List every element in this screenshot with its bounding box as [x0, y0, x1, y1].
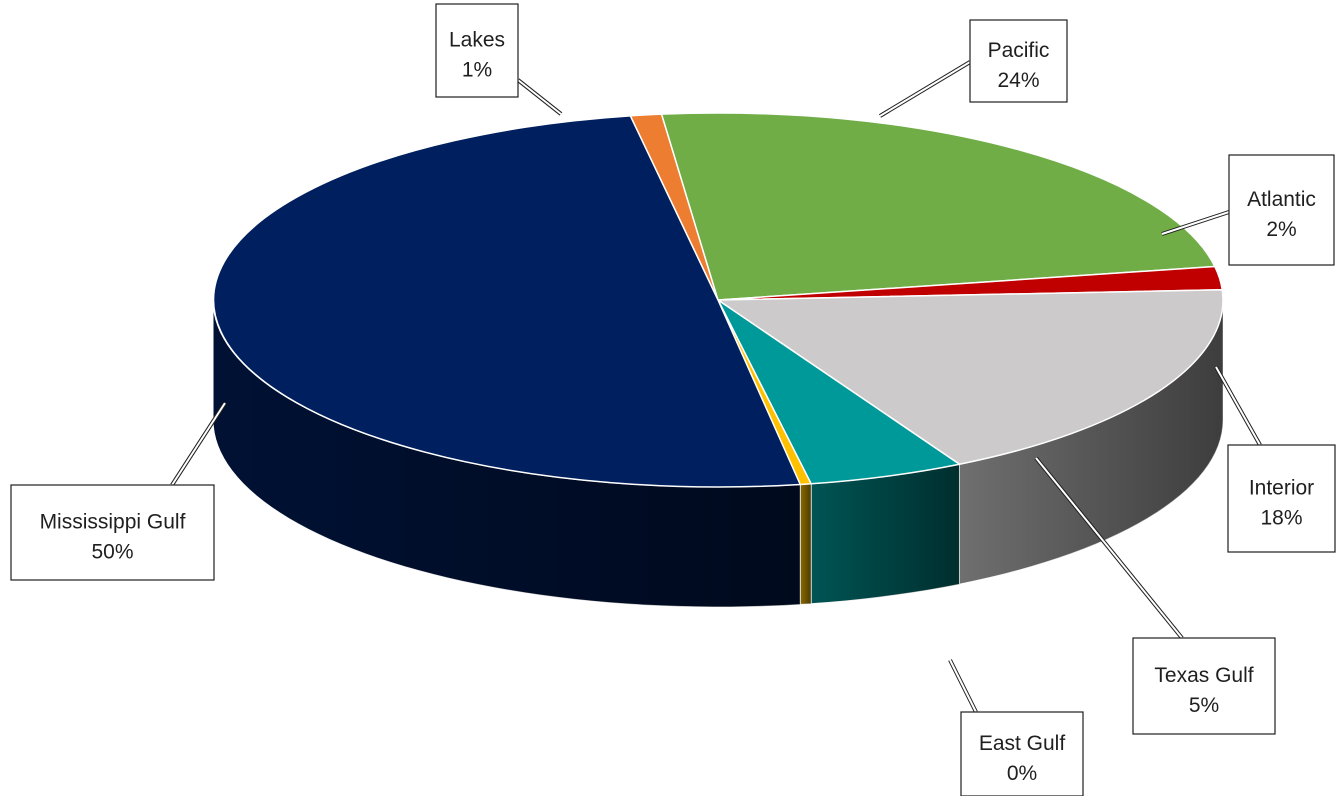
- callout-box-pacific: [969, 19, 1068, 103]
- slice-label-atlantic: Atlantic: [1247, 188, 1316, 211]
- slice-label-pacific: Pacific: [988, 39, 1050, 62]
- leader-line-mississippi-gulf: [171, 402, 226, 486]
- callout-east-gulf: East Gulf 0%: [948, 659, 1084, 796]
- callout-box-interior: [1227, 444, 1336, 553]
- leader-line-texas-gulf: [1035, 457, 1183, 639]
- slice-value-mississippi-gulf: 50%: [91, 541, 133, 564]
- callout-atlantic: Atlantic 2%: [1161, 154, 1335, 266]
- pie-top-faces: [212, 112, 1224, 488]
- slice-label-east-gulf: East Gulf: [979, 732, 1066, 755]
- side-east-gulf-shade: [800, 483, 812, 605]
- pie-side-walls: [212, 299, 1224, 608]
- pie-callouts: Lakes1%Pacific24%Atlantic2%Interior18%Te…: [10, 3, 1336, 796]
- slice-texas-gulf: [717, 299, 961, 485]
- leader-line-lakes: [517, 79, 562, 115]
- slice-value-east-gulf: 0%: [1007, 762, 1037, 785]
- slice-value-lakes: 1%: [462, 59, 492, 82]
- side-texas-gulf-shade: [811, 464, 960, 604]
- slice-pacific: [660, 112, 1216, 301]
- leader-line-pacific: [879, 61, 971, 117]
- slice-mississippi-gulf: [212, 115, 801, 488]
- callout-lakes: Lakes 1%: [435, 3, 563, 116]
- callout-box-east-gulf: [960, 711, 1084, 796]
- slice-label-interior: Interior: [1249, 477, 1314, 500]
- slice-value-texas-gulf: 5%: [1189, 694, 1219, 717]
- side-mississippi-gulf-shade: [213, 300, 801, 607]
- slice-interior: [717, 289, 1224, 465]
- callout-box-atlantic: [1228, 154, 1335, 266]
- slice-label-mississippi-gulf: Mississippi Gulf: [40, 511, 186, 534]
- callout-box-texas-gulf: [1132, 637, 1276, 735]
- callout-box-mississippi-gulf: [10, 484, 215, 581]
- callout-interior: Interior 18%: [1214, 366, 1336, 553]
- leader-line-interior: [1215, 366, 1261, 446]
- side-interior-shade: [959, 300, 1223, 585]
- leader-line-east-gulf: [949, 659, 977, 713]
- slice-value-atlantic: 2%: [1266, 218, 1296, 241]
- slice-value-interior: 18%: [1260, 507, 1302, 530]
- callout-mississippi-gulf: Mississippi Gulf 50%: [10, 401, 227, 581]
- callout-pacific: Pacific 24%: [878, 19, 1068, 118]
- slice-value-pacific: 24%: [997, 69, 1039, 92]
- callout-box-lakes: [435, 3, 519, 98]
- callout-texas-gulf: Texas Gulf 5%: [1034, 456, 1276, 735]
- slice-label-lakes: Lakes: [449, 29, 505, 52]
- leader-line-atlantic: [1161, 211, 1230, 235]
- slice-label-texas-gulf: Texas Gulf: [1154, 664, 1253, 687]
